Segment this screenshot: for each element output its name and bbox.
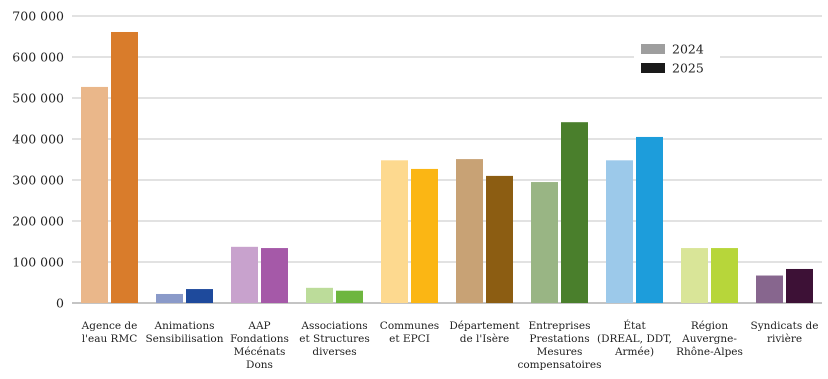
x-category-label-line: AAP [247,320,270,332]
bar-2024-8 [606,160,633,303]
y-tick-label: 200 000 [12,214,64,229]
x-category-label-line: Syndicats de [751,320,819,332]
x-category-label-line: Prestations [529,333,589,345]
x-category-label: Département de l'Isère [449,320,520,345]
x-axis-category-labels: Agence de l'eau RMC Animations Sensibilisat… [81,318,819,371]
x-category-label-line: l'eau RMC [82,333,138,345]
bar-2025-9 [711,248,738,303]
x-category-label-line: Entreprises [529,320,591,332]
x-category-label: Communes et EPCI [380,320,439,345]
x-category-label-line: compensatoires [517,359,601,371]
bar-2024-7 [531,182,558,303]
legend-swatch-2024 [641,44,665,54]
x-category-label-line: Animations [154,320,215,332]
bar-2024-5 [381,160,408,303]
x-category-label: Associations et Structures diverses [299,320,369,358]
bar-2025-5 [411,168,438,303]
y-tick-label: 300 000 [12,173,64,188]
bar-2025-7 [561,122,588,303]
bar-2025-6 [486,175,513,303]
y-axis-ticks: 0 100 000 200 000 300 000 400 000 500 000 600 … [12,9,64,311]
x-category-label-line: Dons [246,359,273,371]
bar-2025-1 [111,31,138,304]
x-category-label: AAP Fondations Mécénats Dons [230,320,289,371]
bar-2025-3 [261,248,288,303]
x-category-label-line: Région [691,320,729,332]
gridlines [72,15,822,304]
bar-2024-3 [231,246,258,303]
x-category-label-line: diverses [312,346,356,358]
x-category-label-line: et EPCI [389,333,430,345]
legend-swatch-2025 [641,63,665,73]
x-category-label-line: rivière [767,333,802,345]
bar-2025-4 [336,290,363,303]
y-tick-label: 500 000 [12,91,64,106]
x-category-label-line: Armée) [614,346,654,358]
x-category-label: État (DREAL, DDT, Armée) [597,318,672,358]
y-tick-label: 700 000 [12,9,64,24]
x-category-label-line: Département [449,320,520,332]
x-category-label: Agence de l'eau RMC [81,320,138,345]
x-category-label-line: Sensibilisation [145,333,223,345]
y-tick-label: 0 [56,296,64,311]
x-category-label-line: Communes [380,320,439,332]
bar-2024-6 [456,159,483,303]
x-category-label: Région Auvergne-Rhône-Alpes [676,320,743,358]
bar-2024-4 [306,287,333,303]
y-tick-label: 400 000 [12,132,64,147]
legend: 2024 2025 [634,37,720,79]
x-category-label-line: Fondations [230,333,289,345]
x-category-label-line: État [623,318,646,332]
y-tick-label: 600 000 [12,50,64,65]
bar-2025-2 [186,289,213,303]
x-category-label-line: Associations [300,320,367,332]
bar-2024-2 [156,293,183,303]
legend-label: 2024 [672,42,704,57]
x-category-label-line: Mécénats [234,346,286,358]
x-category-label: Animations Sensibilisation [145,320,223,345]
x-category-label: Syndicats de rivière [751,320,819,345]
bar-2024-9 [681,248,708,303]
bar-2024-1 [81,86,108,304]
bar-2024-10 [756,275,783,303]
legend-label: 2025 [672,61,704,76]
x-category-label-line: de l'Isère [460,333,510,345]
bar-2025-8 [636,136,663,303]
x-category-label-line: Agence de [81,320,138,332]
y-tick-label: 100 000 [12,255,64,270]
x-category-label-line: (DREAL, DDT, [597,333,672,345]
bar-2025-10 [786,268,813,303]
bars [81,31,813,304]
x-category-label-line: Rhône-Alpes [676,346,743,358]
x-category-label-line: Auvergne- [681,333,737,345]
x-category-label: Entreprises Prestations Mesures compensatoi… [517,320,601,371]
x-category-label-line: Mesures [537,346,583,358]
x-category-label-line: et Structures [299,333,369,345]
